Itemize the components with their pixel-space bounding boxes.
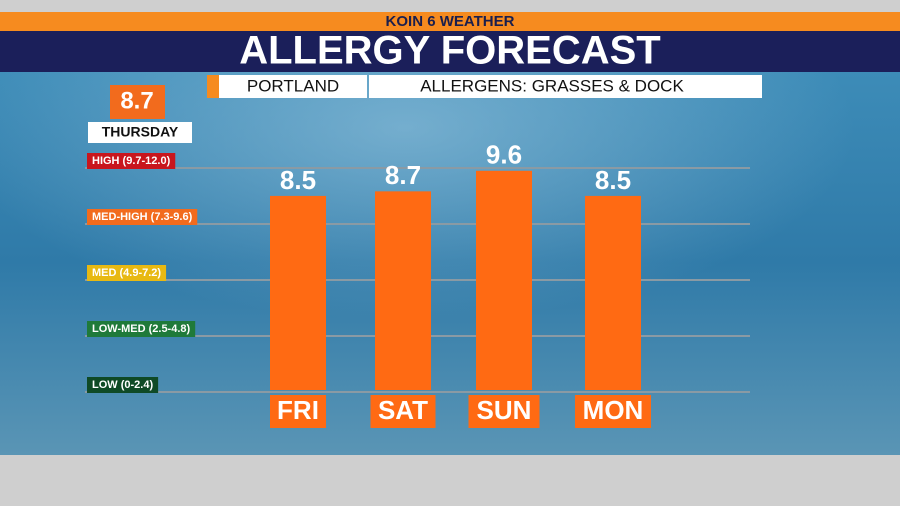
category-box	[370, 395, 436, 428]
level-swatch	[87, 153, 176, 169]
level-swatch	[87, 377, 159, 393]
header: KOIN 6 WEATHER	[386, 13, 515, 30]
level-swatch	[87, 265, 167, 281]
value-label: 9.6	[486, 140, 522, 170]
x-tick-label: SUN	[477, 395, 532, 425]
value-label: 8.7	[385, 160, 421, 190]
subtitle-box	[369, 75, 762, 98]
level-label: LOW-MED (2.5-4.8)	[92, 323, 191, 335]
subtitle: ALLERGENS: GRASSES & DOCK	[420, 76, 684, 95]
value-label: 8.5	[280, 165, 316, 195]
level-label: MED (4.9-7.2)	[92, 267, 161, 279]
today-day: THURSDAY	[102, 124, 179, 140]
today-day-box	[88, 122, 192, 143]
value-label: 8.5	[595, 165, 631, 195]
title-bar	[0, 31, 900, 72]
x-tick-label: SAT	[378, 395, 428, 425]
location: PORTLAND	[247, 76, 339, 95]
level-label: MED-HIGH (7.3-9.6)	[92, 211, 193, 223]
bar	[476, 170, 532, 390]
today-box	[110, 85, 165, 119]
level-swatch	[87, 321, 196, 337]
location-box	[207, 75, 367, 98]
today-value: 8.7	[120, 87, 153, 114]
title: ALLERGY FORECAST	[239, 29, 661, 73]
category-box	[468, 395, 540, 428]
level-label: LOW (0-2.4)	[92, 379, 153, 391]
header-bar	[0, 12, 900, 32]
level-label: HIGH (9.7-12.0)	[92, 155, 171, 167]
bar	[375, 191, 431, 390]
level-swatch	[87, 209, 198, 225]
x-tick-label: FRI	[277, 395, 319, 425]
category-box	[575, 395, 651, 428]
location-accent	[207, 75, 219, 98]
bar	[585, 195, 641, 390]
category-box	[270, 395, 326, 428]
bar	[270, 195, 326, 390]
x-tick-label: MON	[583, 395, 644, 425]
